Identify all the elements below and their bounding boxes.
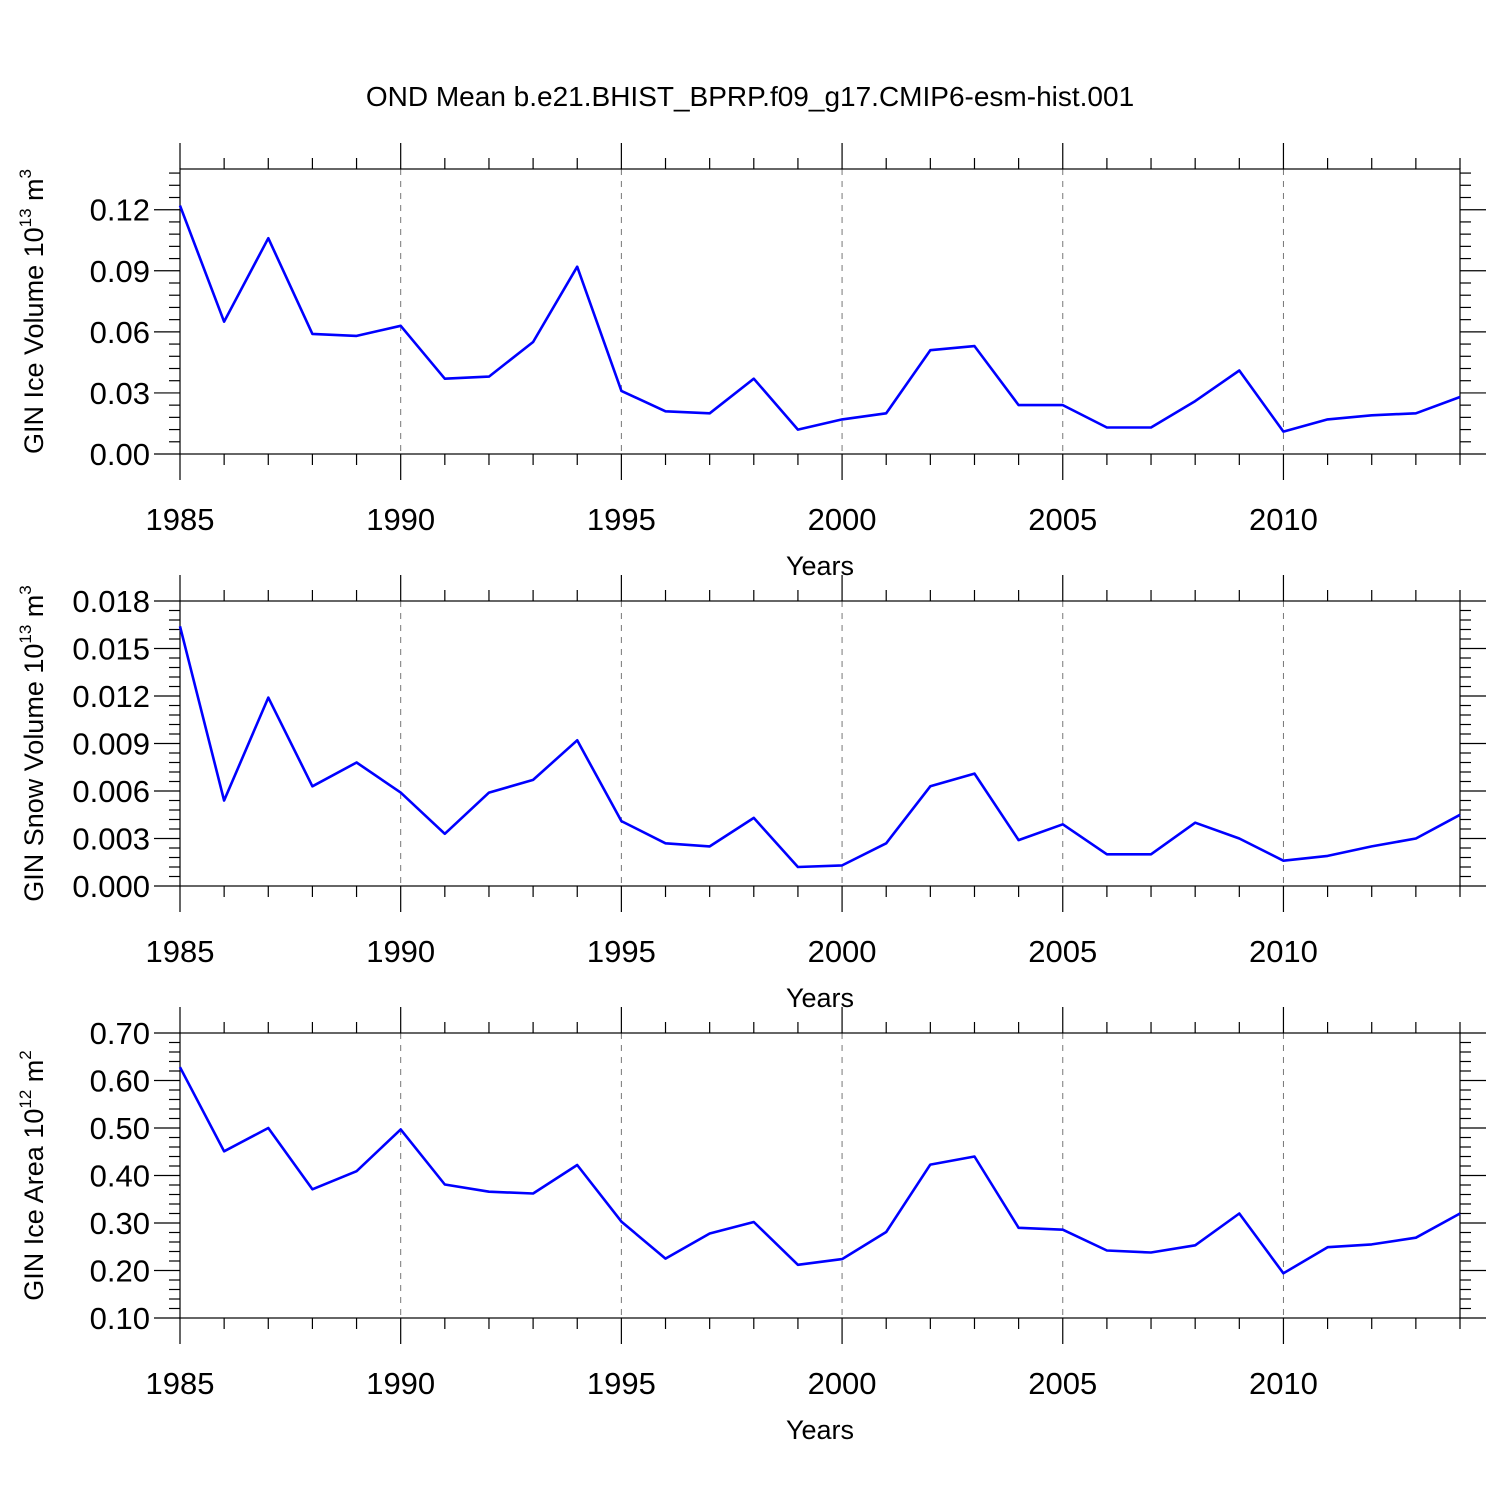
y-axis-title-superscript: 13 <box>16 625 35 644</box>
y-axis-title-superscript: 3 <box>16 169 35 178</box>
y-axis-title-superscript: 3 <box>16 585 35 594</box>
series-line <box>178 205 1461 433</box>
plot-frame <box>179 600 1461 887</box>
y-axis-title-part: GIN Snow Volume 10 <box>19 644 49 902</box>
series-line <box>178 625 1461 869</box>
panels: 0.00 0.03 0.06 0.09 0.12 1985 1990 1995 2000 2005… <box>16 143 1486 1445</box>
series-line <box>178 1066 1461 1275</box>
panel-3: 0.10 0.20 0.30 0.40 0.50 0.60 0.70 1985 1990 1995… <box>16 1007 1486 1445</box>
y-tick-label: 0.09 <box>90 254 150 289</box>
x-tick-label: 2010 <box>1249 1366 1318 1401</box>
y-tick-label: 0.00 <box>90 437 150 472</box>
y-axis-title-superscript: 12 <box>16 1090 35 1109</box>
y-axis-title-superscript: 2 <box>16 1050 35 1059</box>
y-tick-label: 0.60 <box>90 1064 150 1099</box>
y-tick-label: 0.000 <box>72 869 150 904</box>
panel-2: 0.000 0.003 0.006 0.009 0.012 0.015 0.018 1985 1… <box>16 575 1486 1013</box>
x-tick-label: 1995 <box>587 934 656 969</box>
x-tick-label: 2000 <box>808 934 877 969</box>
y-axis-title-superscript: 13 <box>16 208 35 227</box>
panel-1: 0.00 0.03 0.06 0.09 0.12 1985 1990 1995 2000 2005… <box>16 143 1486 581</box>
x-tick-label: 1995 <box>587 1366 656 1401</box>
x-tick-label: 1985 <box>146 1366 215 1401</box>
x-tick-label: 2005 <box>1028 934 1097 969</box>
y-axis-title: GIN Ice Volume 1013 m3 <box>16 169 49 454</box>
x-tick-label: 2010 <box>1249 934 1318 969</box>
chart-title: OND Mean b.e21.BHIST_BPRP.f09_g17.CMIP6-… <box>366 81 1134 112</box>
y-tick-label: 0.03 <box>90 376 150 411</box>
y-tick-label: 0.018 <box>72 584 150 619</box>
y-axis-title-part: GIN Ice Area 10 <box>19 1109 49 1301</box>
y-tick-label: 0.012 <box>72 679 150 714</box>
y-tick-label: 0.12 <box>90 193 150 228</box>
plot-frame <box>179 1032 1461 1319</box>
y-tick-label: 0.006 <box>72 774 150 809</box>
x-tick-label: 1990 <box>366 934 435 969</box>
x-tick-label: 2000 <box>808 502 877 537</box>
y-axis-title-part: GIN Ice Volume 10 <box>19 227 49 454</box>
y-axis-title: GIN Snow Volume 1013 m3 <box>16 585 49 902</box>
y-axis-title-part: m <box>19 178 49 208</box>
y-tick-label: 0.50 <box>90 1111 150 1146</box>
y-tick-label: 0.70 <box>90 1016 150 1051</box>
y-axis-title: GIN Ice Area 1012 m2 <box>16 1050 49 1301</box>
x-tick-label: 1985 <box>146 502 215 537</box>
x-tick-label: 1990 <box>366 1366 435 1401</box>
y-axis-title-part: m <box>19 595 49 625</box>
y-tick-label: 0.009 <box>72 727 150 762</box>
y-tick-label: 0.003 <box>72 822 150 857</box>
y-axis-title-part: m <box>19 1060 49 1090</box>
y-tick-label: 0.015 <box>72 632 150 667</box>
x-tick-label: 2005 <box>1028 502 1097 537</box>
y-tick-label: 0.06 <box>90 315 150 350</box>
y-tick-label: 0.40 <box>90 1159 150 1194</box>
x-tick-label: 1995 <box>587 502 656 537</box>
x-tick-label: 1985 <box>146 934 215 969</box>
x-axis-title: Years <box>786 983 854 1013</box>
x-tick-label: 2005 <box>1028 1366 1097 1401</box>
y-tick-label: 0.10 <box>90 1301 150 1336</box>
x-tick-label: 1990 <box>366 502 435 537</box>
x-axis-title: Years <box>786 551 854 581</box>
y-tick-label: 0.30 <box>90 1206 150 1241</box>
x-tick-label: 2000 <box>808 1366 877 1401</box>
x-axis-title: Years <box>786 1415 854 1445</box>
x-tick-label: 2010 <box>1249 502 1318 537</box>
y-tick-label: 0.20 <box>90 1254 150 1289</box>
plot-frame <box>179 168 1461 455</box>
